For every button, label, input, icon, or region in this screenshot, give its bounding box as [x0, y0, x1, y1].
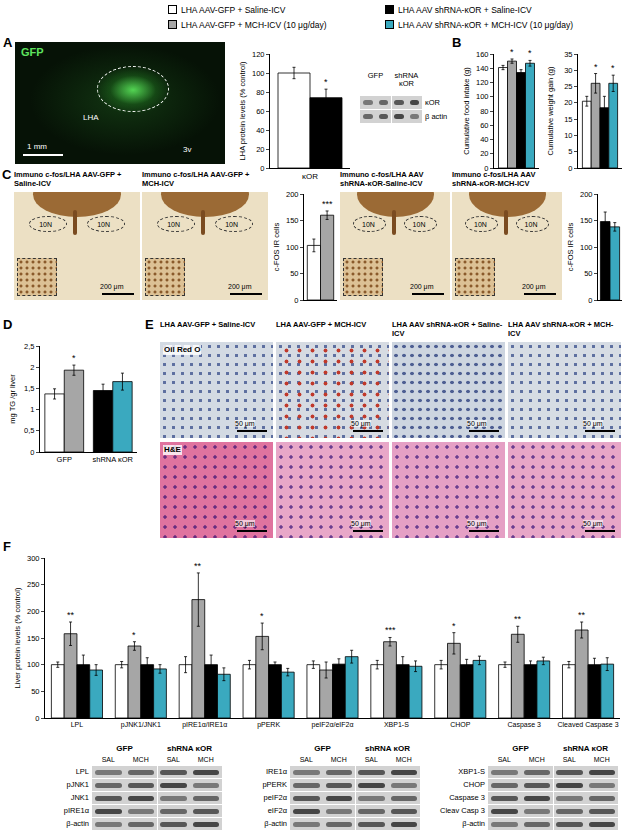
svg-text:*: * [324, 77, 328, 87]
svg-text:GFP: GFP [57, 455, 72, 464]
svg-text:**: ** [194, 561, 202, 571]
svg-text:c-FOS IR cells: c-FOS IR cells [272, 223, 281, 272]
svg-text:200: 200 [286, 190, 299, 199]
svg-text:35: 35 [564, 50, 572, 59]
svg-text:20: 20 [564, 98, 572, 107]
svg-text:140: 140 [476, 64, 489, 73]
svg-text:150: 150 [580, 216, 593, 225]
svg-text:*: * [528, 48, 532, 58]
svg-text:250: 250 [27, 580, 40, 589]
svg-text:0: 0 [484, 164, 488, 173]
svg-text:*: * [611, 63, 615, 73]
svg-text:50: 50 [584, 269, 592, 278]
svg-text:*: * [72, 353, 76, 363]
svg-text:160: 160 [476, 50, 489, 59]
svg-text:0,5: 0,5 [24, 426, 34, 435]
svg-text:**: ** [578, 610, 586, 620]
svg-text:*: * [132, 630, 136, 640]
svg-text:40: 40 [256, 126, 264, 135]
svg-text:mg TG /gr liver: mg TG /gr liver [8, 374, 17, 424]
svg-text:100: 100 [27, 660, 40, 669]
svg-text:100: 100 [580, 243, 593, 252]
svg-text:***: *** [385, 625, 396, 635]
svg-text:0: 0 [35, 714, 39, 723]
svg-text:**: ** [514, 614, 522, 624]
svg-text:Caspase 3: Caspase 3 [507, 721, 541, 729]
svg-text:*: * [594, 62, 598, 72]
svg-text:Cumulative weight gain (g): Cumulative weight gain (g) [546, 66, 555, 155]
svg-text:200: 200 [580, 190, 593, 199]
svg-text:60: 60 [256, 107, 264, 116]
svg-text:c-FOS IR cells: c-FOS IR cells [566, 223, 575, 272]
svg-text:pJNK1/JNK1: pJNK1/JNK1 [121, 721, 161, 729]
svg-text:2,5: 2,5 [24, 342, 34, 351]
svg-text:120: 120 [252, 50, 265, 59]
svg-text:80: 80 [256, 88, 264, 97]
svg-text:100: 100 [252, 69, 265, 78]
svg-text:50: 50 [290, 269, 298, 278]
svg-text:0: 0 [568, 164, 572, 173]
svg-text:2: 2 [30, 363, 34, 372]
svg-text:50: 50 [31, 687, 39, 696]
svg-text:200: 200 [27, 607, 40, 616]
svg-text:**: ** [67, 610, 75, 620]
svg-text:0: 0 [30, 448, 34, 457]
svg-text:1,5: 1,5 [24, 384, 34, 393]
svg-text:60: 60 [480, 121, 488, 130]
svg-text:100: 100 [286, 243, 299, 252]
svg-text:40: 40 [480, 135, 488, 144]
svg-text:LPL: LPL [71, 721, 84, 728]
svg-text:*: * [260, 611, 264, 621]
svg-text:15: 15 [564, 115, 572, 124]
svg-text:5: 5 [568, 147, 572, 156]
svg-text:pIRE1α/IRE1α: pIRE1α/IRE1α [182, 721, 227, 729]
svg-text:10: 10 [564, 131, 572, 140]
svg-text:0: 0 [260, 164, 264, 173]
svg-text:Liver protein levels (% contro: Liver protein levels (% control) [13, 587, 22, 688]
svg-text:300: 300 [27, 554, 40, 563]
svg-text:0: 0 [294, 296, 298, 305]
svg-text:20: 20 [480, 149, 488, 158]
svg-text:*: * [452, 621, 456, 631]
svg-text:120: 120 [476, 78, 489, 87]
svg-text:*: * [510, 47, 514, 57]
svg-text:Cleaved Caspase 3: Cleaved Caspase 3 [558, 721, 619, 729]
svg-text:CHOP: CHOP [450, 721, 471, 728]
svg-text:1: 1 [30, 405, 34, 414]
svg-text:30: 30 [564, 66, 572, 75]
svg-text:150: 150 [286, 216, 299, 225]
svg-text:pPERK: pPERK [257, 721, 280, 729]
svg-text:κOR: κOR [302, 172, 318, 181]
svg-text:peIF2α/eIF2α: peIF2α/eIF2α [312, 721, 354, 729]
svg-text:20: 20 [256, 145, 264, 154]
svg-text:25: 25 [564, 82, 572, 91]
svg-text:shRNA κOR: shRNA κOR [93, 455, 134, 464]
svg-text:0: 0 [588, 296, 592, 305]
svg-text:LHA protein levels (% control): LHA protein levels (% control) [238, 61, 247, 160]
svg-text:80: 80 [480, 107, 488, 116]
svg-text:150: 150 [27, 634, 40, 643]
svg-text:Cumulative food intake (g): Cumulative food intake (g) [462, 67, 471, 155]
svg-text:XBP1-S: XBP1-S [384, 721, 409, 728]
svg-text:***: *** [322, 199, 333, 209]
svg-text:100: 100 [476, 92, 489, 101]
